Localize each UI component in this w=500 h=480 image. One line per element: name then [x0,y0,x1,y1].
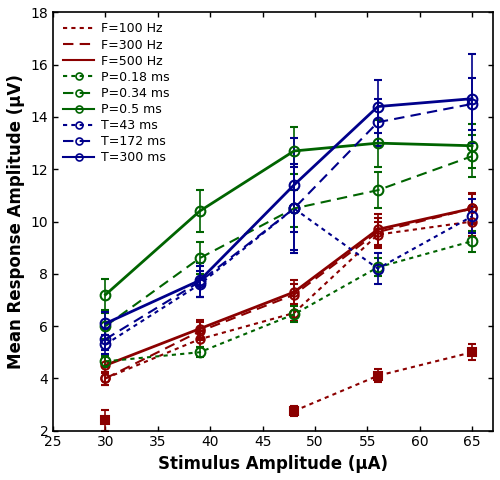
Legend: F=100 Hz, F=300 Hz, F=500 Hz, P=0.18 ms, P=0.34 ms, P=0.5 ms, T=43 ms, T=172 ms,: F=100 Hz, F=300 Hz, F=500 Hz, P=0.18 ms,… [60,19,173,168]
Y-axis label: Mean Response Amplitude (μV): Mean Response Amplitude (μV) [7,74,25,369]
X-axis label: Stimulus Amplitude (μA): Stimulus Amplitude (μA) [158,455,388,473]
